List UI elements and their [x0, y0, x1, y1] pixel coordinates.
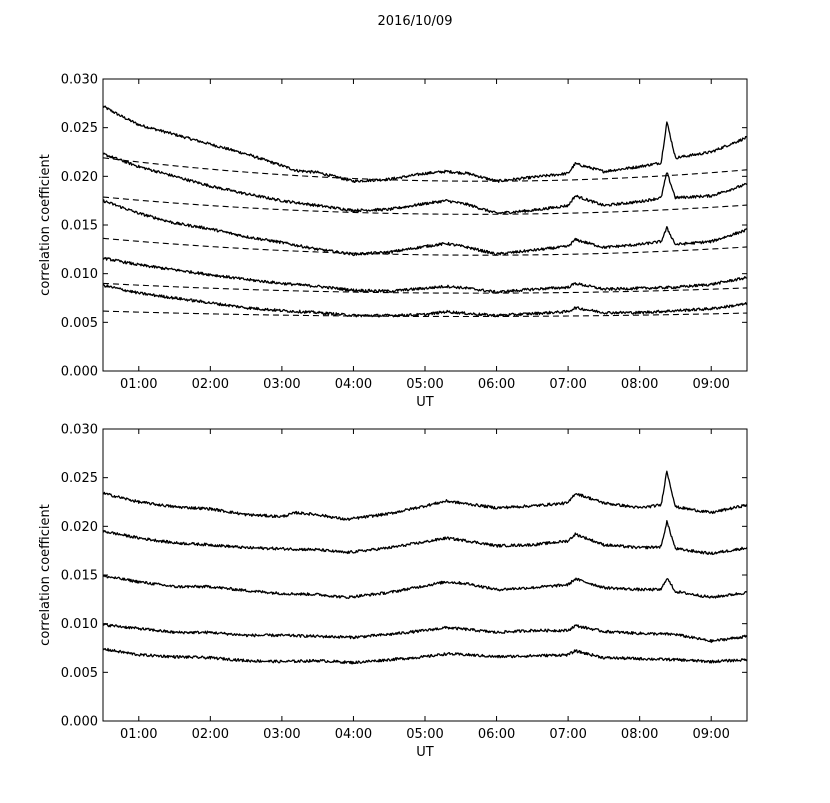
plot-frame [102, 78, 748, 372]
y-tick-label: 0.015 [61, 219, 98, 234]
bottom-panel: 01:00 02:00 03:00 04:00 05:00 06:00 07:00 08:00… [38, 423, 748, 760]
x-tick-label: 03:00 [263, 377, 300, 392]
x-tick-label: 06:00 [478, 727, 515, 742]
y-tick-label: 0.025 [61, 471, 98, 486]
fit-line-9 [102, 282, 748, 294]
y-tick-label: 0.020 [61, 170, 98, 185]
top-panel: 01:00 02:00 03:00 04:00 05:00 06:00 07:00 08:00… [38, 73, 748, 410]
y-tick-label: 0.000 [61, 365, 98, 380]
x-tick-label: 01:00 [120, 377, 157, 392]
y-tick-label: 0.015 [61, 569, 98, 584]
series-line-3 [102, 574, 748, 600]
fit-line-10 [102, 310, 748, 318]
series-line-4 [102, 623, 748, 644]
x-tick-label: 05:00 [406, 727, 443, 742]
y-tick-label: 0.005 [61, 316, 98, 331]
y-tick-label: 0.025 [61, 121, 98, 136]
x-tick-label: 08:00 [621, 377, 658, 392]
series-line-5 [102, 283, 748, 318]
series-line-1 [102, 470, 748, 521]
fit-line-8 [102, 237, 748, 256]
figure-title: 2016/10/09 [378, 14, 453, 29]
x-tick-label: 06:00 [478, 377, 515, 392]
x-tick-label: 02:00 [192, 377, 229, 392]
x-tick-label: 07:00 [549, 377, 586, 392]
y-tick-label: 0.020 [61, 520, 98, 535]
y-tick-label: 0.000 [61, 715, 98, 730]
y-axis-label: correlation coefficient [38, 154, 53, 296]
x-tick-label: 02:00 [192, 727, 229, 742]
x-axis-label: UT [416, 745, 434, 760]
x-tick-label: 05:00 [406, 377, 443, 392]
plot-frame [102, 428, 748, 722]
series-line-5 [102, 647, 748, 665]
x-axis-label: UT [416, 395, 434, 410]
x-tick-label: 09:00 [692, 727, 729, 742]
x-tick-label: 04:00 [335, 377, 372, 392]
y-tick-label: 0.030 [61, 73, 98, 88]
y-tick-label: 0.010 [61, 617, 98, 632]
x-tick-label: 03:00 [263, 727, 300, 742]
x-tick-label: 01:00 [120, 727, 157, 742]
fit-line-7 [102, 196, 748, 215]
x-tick-label: 08:00 [621, 727, 658, 742]
series-line-3 [102, 198, 748, 257]
series-line-4 [102, 256, 748, 294]
series-line-2 [102, 520, 748, 556]
y-tick-label: 0.030 [61, 423, 98, 438]
y-axis-label: correlation coefficient [38, 504, 53, 646]
series-line-1 [102, 105, 748, 184]
x-tick-label: 04:00 [335, 727, 372, 742]
y-tick-label: 0.010 [61, 267, 98, 282]
x-tick-label: 09:00 [692, 377, 729, 392]
x-tick-label: 07:00 [549, 727, 586, 742]
fit-line-6 [102, 157, 748, 182]
series-line-2 [102, 152, 748, 215]
y-tick-label: 0.005 [61, 666, 98, 681]
